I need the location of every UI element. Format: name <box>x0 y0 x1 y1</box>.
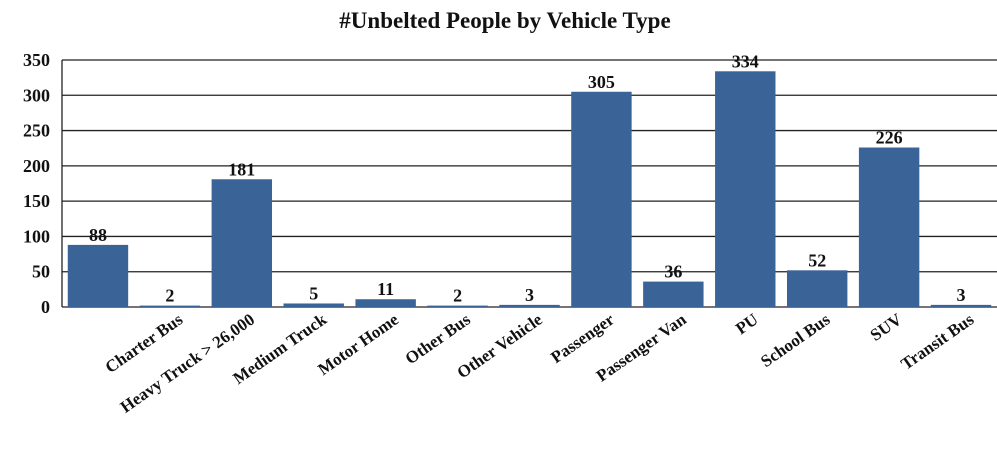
bar <box>427 305 488 307</box>
bar <box>643 281 704 307</box>
chart-title: #Unbelted People by Vehicle Type <box>339 8 670 33</box>
y-tick-label: 150 <box>23 191 50 211</box>
value-label: 3 <box>525 285 534 305</box>
bar <box>499 304 560 307</box>
bar <box>858 147 920 307</box>
bar <box>930 304 992 307</box>
x-tick-label: SUV <box>867 309 906 344</box>
y-tick-label: 50 <box>32 262 50 282</box>
value-label: 305 <box>588 72 615 92</box>
bar <box>355 299 416 307</box>
y-tick-label: 350 <box>23 50 50 70</box>
bar <box>67 244 129 307</box>
value-label: 334 <box>732 51 759 71</box>
value-label: 2 <box>453 286 462 306</box>
y-tick-label: 250 <box>23 121 50 141</box>
value-label: 5 <box>309 283 318 303</box>
value-label: 88 <box>89 225 107 245</box>
bar <box>786 270 848 307</box>
value-label: 52 <box>808 250 826 270</box>
value-label: 11 <box>377 279 394 299</box>
bar <box>211 179 273 307</box>
y-tick-label: 0 <box>41 297 50 317</box>
x-tick-label: School Bus <box>757 309 834 371</box>
value-label: 181 <box>228 159 255 179</box>
value-label: 226 <box>876 128 903 148</box>
bar <box>283 303 344 307</box>
x-tick-label: PU <box>732 310 761 339</box>
y-tick-label: 100 <box>23 226 50 246</box>
value-label: 36 <box>664 262 682 282</box>
y-tick-label: 300 <box>23 85 50 105</box>
value-label: 3 <box>957 285 966 305</box>
y-tick-label: 200 <box>23 156 50 176</box>
x-tick-label: Transit Bus <box>897 310 977 374</box>
x-tick-label: Heavy Truck > 26,000 <box>117 310 258 417</box>
bar <box>139 305 201 307</box>
bar <box>715 71 776 307</box>
bar <box>571 91 632 307</box>
x-tick-label: Motor Home <box>314 309 402 379</box>
value-label: 2 <box>165 286 174 306</box>
x-tick-label: Passenger <box>547 309 618 367</box>
